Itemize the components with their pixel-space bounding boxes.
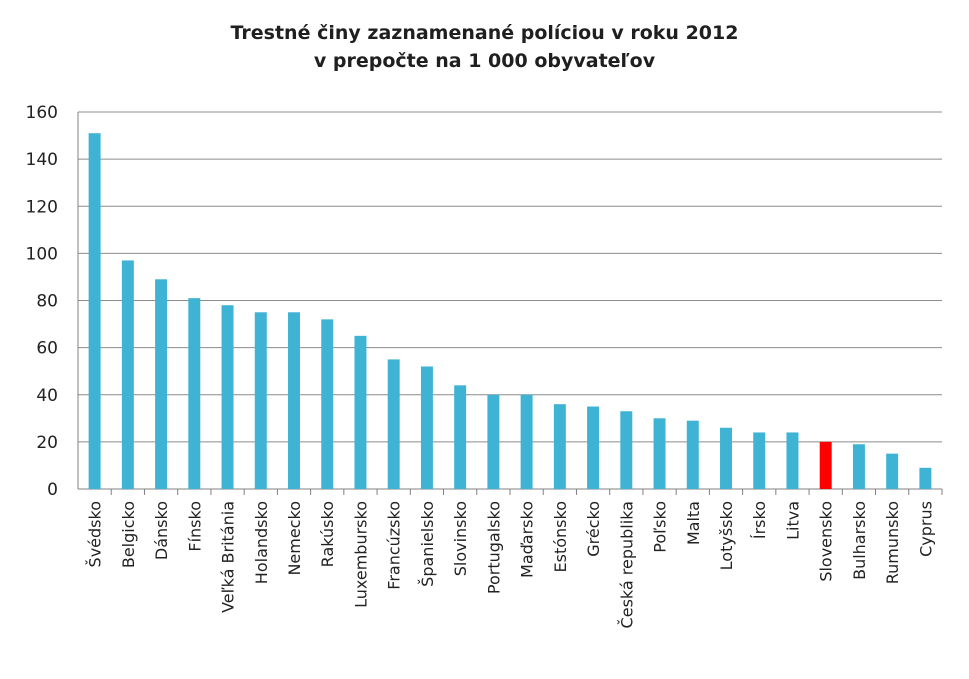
x-tick-label: Luxembursko xyxy=(351,501,370,608)
x-tick-label: Cyprus xyxy=(916,501,935,557)
x-tick-label: Belgicko xyxy=(119,501,138,568)
x-tick-label: Rakúsko xyxy=(318,501,337,567)
x-tick-label: Maďarsko xyxy=(518,501,537,578)
x-tick-label: Malta xyxy=(684,501,703,545)
bar xyxy=(221,305,234,489)
x-tick-label: Rumunsko xyxy=(883,501,902,584)
x-tick-label: Poľsko xyxy=(651,501,670,553)
bar xyxy=(587,406,600,489)
bar xyxy=(919,467,932,489)
x-tick-label: Veľká Británia xyxy=(219,501,238,613)
bar xyxy=(321,319,334,489)
x-tick-label: Dánsko xyxy=(152,501,171,560)
y-tick-label: 140 xyxy=(26,150,58,170)
bar xyxy=(852,444,865,489)
bar xyxy=(454,385,467,489)
y-tick-label: 20 xyxy=(36,433,58,453)
x-tick-label: Česká republika xyxy=(617,501,636,628)
bar xyxy=(653,418,666,489)
x-tick-label: Litva xyxy=(783,501,802,540)
x-tick-label: Estónsko xyxy=(551,501,570,572)
bar xyxy=(121,260,134,489)
bar xyxy=(254,312,267,489)
bar xyxy=(720,427,732,489)
y-tick-label: 40 xyxy=(36,386,58,406)
bar xyxy=(753,432,766,489)
x-tick-label: Grécko xyxy=(584,501,603,557)
y-tick-label: 0 xyxy=(47,480,58,500)
y-tick-label: 120 xyxy=(26,197,58,217)
x-tick-label: Holandsko xyxy=(252,501,271,584)
bar xyxy=(155,279,168,489)
chart-title: Trestné činy zaznamenané políciou v roku… xyxy=(230,22,739,44)
x-tick-label: Írsko xyxy=(750,501,769,539)
y-tick-label: 80 xyxy=(36,292,58,312)
y-tick-label: 160 xyxy=(26,103,58,123)
bar xyxy=(188,298,201,489)
x-tick-label: Slovinsko xyxy=(451,501,470,576)
bar xyxy=(686,420,699,489)
x-tick-label: Francúzsko xyxy=(385,501,404,590)
bar xyxy=(387,359,400,489)
bar xyxy=(553,404,566,489)
x-tick-label: Slovensko xyxy=(817,501,836,582)
bar xyxy=(886,453,899,489)
bar xyxy=(786,432,799,489)
bar xyxy=(420,366,433,489)
bar xyxy=(819,441,832,489)
y-tick-label: 60 xyxy=(36,339,58,359)
x-tick-label: Bulharsko xyxy=(850,501,869,580)
bar xyxy=(487,394,500,489)
chart-subtitle: v prepočte na 1 000 obyvateľov xyxy=(313,50,656,72)
bar xyxy=(354,335,367,489)
x-tick-label: Lotyšsko xyxy=(717,501,736,570)
x-tick-label: Švédsko xyxy=(86,501,105,567)
x-tick-label: Nemecko xyxy=(285,501,304,576)
bar xyxy=(288,312,300,489)
bar xyxy=(520,394,533,489)
bar xyxy=(88,133,101,490)
x-tick-label: Fínsko xyxy=(185,501,204,552)
x-tick-label: Portugalsko xyxy=(484,501,503,594)
y-tick-label: 100 xyxy=(26,244,58,264)
x-tick-label: Španielsko xyxy=(418,501,437,587)
bar xyxy=(620,411,633,489)
